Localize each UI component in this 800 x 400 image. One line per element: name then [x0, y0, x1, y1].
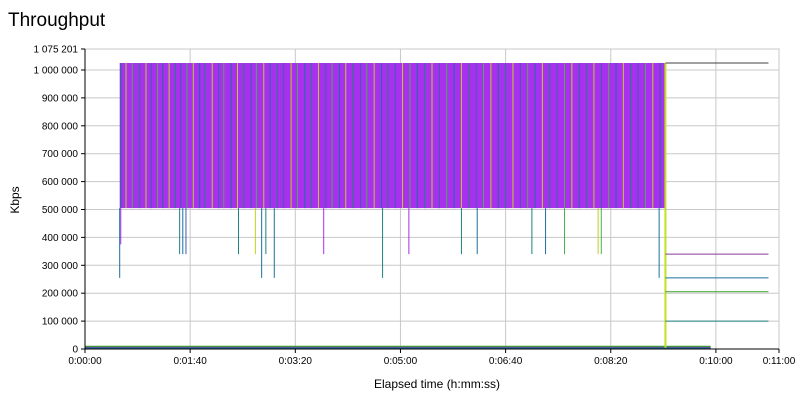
y-tick-label: 700 000 [42, 149, 79, 160]
y-tick-label: 300 000 [42, 261, 79, 272]
x-tick-label: 0:00:00 [68, 356, 102, 367]
x-tick-label: 0:10:00 [699, 356, 733, 367]
y-tick-label: 100 000 [42, 317, 79, 328]
x-tick-label: 0:03:20 [279, 356, 313, 367]
y-tick-label: 1 075 201 [34, 45, 79, 56]
x-tick-label: 0:08:20 [594, 356, 628, 367]
x-tick-label: 0:11:00 [763, 356, 796, 367]
y-axis-label: Kbps [8, 186, 22, 213]
x-axis-label: Elapsed time (h:mm:ss) [374, 377, 500, 391]
y-tick-label: 0 [72, 345, 78, 356]
active-band [119, 63, 666, 209]
x-tick-label: 0:05:00 [384, 356, 418, 367]
y-tick-label: 200 000 [42, 289, 79, 300]
y-tick-label: 1 000 000 [34, 65, 79, 76]
y-tick-label: 400 000 [42, 233, 79, 244]
x-tick-label: 0:06:40 [489, 356, 523, 367]
data-layer [85, 62, 769, 350]
chart-title: Throughput [8, 10, 106, 31]
y-tick-label: 800 000 [42, 121, 79, 132]
y-tick-label: 900 000 [42, 93, 79, 104]
y-tick-label: 600 000 [42, 177, 79, 188]
axis-layer: 0 100 000 200 000 300 000 400 000 500 000 600 … [34, 45, 796, 368]
y-tick-label: 500 000 [42, 205, 79, 216]
x-tick-label: 0:01:40 [173, 356, 207, 367]
